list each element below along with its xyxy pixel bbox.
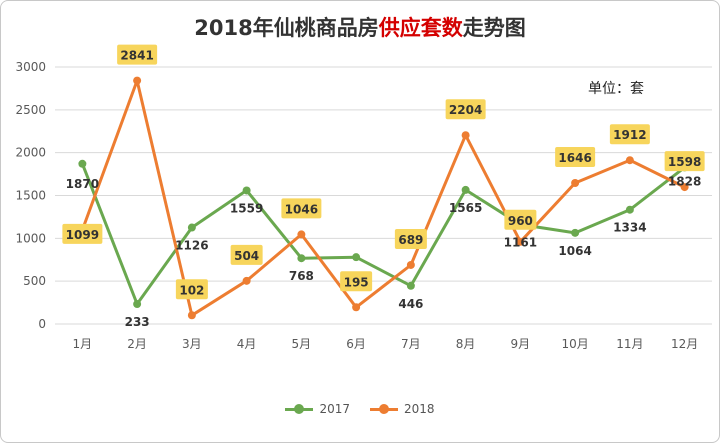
x-tick-label: 7月 <box>401 337 421 351</box>
x-tick-label: 3月 <box>182 337 202 351</box>
data-point-2018 <box>352 303 361 312</box>
y-tick-label: 3000 <box>15 60 46 74</box>
data-point-2018 <box>187 311 196 320</box>
data-label-2017: 446 <box>398 297 423 311</box>
data-point-2017 <box>461 185 470 194</box>
y-tick-label: 500 <box>23 274 46 288</box>
data-label-box-2018 <box>504 209 537 230</box>
chart-title-highlight: 供应套数 <box>378 16 463 40</box>
x-tick-label: 10月 <box>561 337 588 351</box>
legend-label-2018: 2018 <box>404 402 435 416</box>
data-label-2018: 1912 <box>613 128 646 142</box>
legend-swatch-2018 <box>370 404 398 414</box>
x-tick-label: 6月 <box>346 337 366 351</box>
data-label-2018: 102 <box>179 283 204 297</box>
data-point-2018 <box>680 183 689 192</box>
data-point-2018 <box>516 237 525 246</box>
data-point-2018 <box>406 260 415 269</box>
legend-item-2018: 2018 <box>370 402 435 416</box>
data-point-2017 <box>406 281 415 290</box>
y-tick-label: 1000 <box>15 231 46 245</box>
data-point-2017 <box>625 205 634 214</box>
legend-swatch-2017 <box>285 404 314 414</box>
legend-label-2017: 2017 <box>319 402 350 416</box>
data-label-2017: 1126 <box>175 239 208 253</box>
chart-title-suffix: 走势图 <box>462 16 526 40</box>
data-label-2018: 2841 <box>120 49 153 63</box>
data-label-box-2018 <box>445 99 486 120</box>
data-label-2018: 1099 <box>66 228 99 242</box>
data-label-2018: 195 <box>344 275 369 289</box>
data-label-2018: 1046 <box>285 202 318 216</box>
data-label-2017: 1334 <box>613 221 646 235</box>
data-label-2017: 1565 <box>449 201 482 215</box>
y-tick-label: 1500 <box>15 189 46 203</box>
data-point-2017 <box>242 186 251 195</box>
data-label-2017: 1559 <box>230 201 263 215</box>
chart-title-prefix: 2018年仙桃商品房 <box>194 16 379 40</box>
legend-item-2017: 2017 <box>285 402 350 416</box>
data-label-box-2018 <box>230 244 263 265</box>
data-label-box-2018 <box>175 279 208 300</box>
data-point-2018 <box>625 156 634 165</box>
x-tick-label: 11月 <box>616 337 643 351</box>
x-tick-label: 9月 <box>511 337 531 351</box>
chart-title: 2018年仙桃商品房供应套数走势图 <box>0 12 720 42</box>
data-label-2017: 1161 <box>504 236 537 250</box>
data-label-box-2018 <box>117 44 158 65</box>
data-point-2017 <box>133 300 142 309</box>
data-label-box-2018 <box>609 124 650 145</box>
unit-label: 单位：套 <box>588 81 644 97</box>
data-label-box-2018 <box>664 151 705 172</box>
data-point-2018 <box>461 131 470 140</box>
data-label-2017: 1870 <box>66 177 99 191</box>
data-label-box-2018 <box>555 146 596 167</box>
data-point-2018 <box>133 76 142 85</box>
data-label-2018: 1646 <box>558 151 591 165</box>
data-label-2017: 1064 <box>558 244 591 258</box>
data-label-2018: 689 <box>398 233 423 247</box>
data-point-2018 <box>242 276 251 285</box>
data-label-2017: 768 <box>289 269 314 283</box>
y-tick-label: 0 <box>38 317 46 331</box>
series-line-2017 <box>81 163 686 306</box>
x-tick-label: 1月 <box>73 337 93 351</box>
data-point-2017 <box>78 159 87 168</box>
data-label-2018: 960 <box>508 214 533 228</box>
chart-legend: 2017 2018 <box>0 402 720 416</box>
data-point-2017 <box>571 228 580 237</box>
data-label-2018: 1598 <box>668 155 701 169</box>
x-tick-label: 12月 <box>671 337 698 351</box>
data-label-box-2018 <box>281 198 322 219</box>
data-label-2018: 504 <box>234 249 259 263</box>
series-line-2018 <box>80 79 686 317</box>
data-point-2018 <box>297 230 306 239</box>
data-label-2017: 1828 <box>668 174 701 188</box>
data-label-2017: 233 <box>125 315 150 329</box>
x-tick-label: 4月 <box>237 337 257 351</box>
data-label-box-2018 <box>340 271 373 292</box>
data-label-box-2018 <box>62 223 103 244</box>
x-tick-label: 2月 <box>127 337 147 351</box>
y-tick-label: 2500 <box>15 103 46 117</box>
data-label-2018: 2204 <box>449 103 482 117</box>
data-point-2018 <box>571 178 580 187</box>
data-point-2017 <box>297 254 306 263</box>
data-point-2017 <box>352 253 361 262</box>
data-point-2017 <box>187 223 196 232</box>
x-tick-label: 8月 <box>456 337 476 351</box>
x-tick-label: 5月 <box>292 337 312 351</box>
y-tick-label: 2000 <box>15 146 46 160</box>
data-label-box-2018 <box>394 228 427 249</box>
